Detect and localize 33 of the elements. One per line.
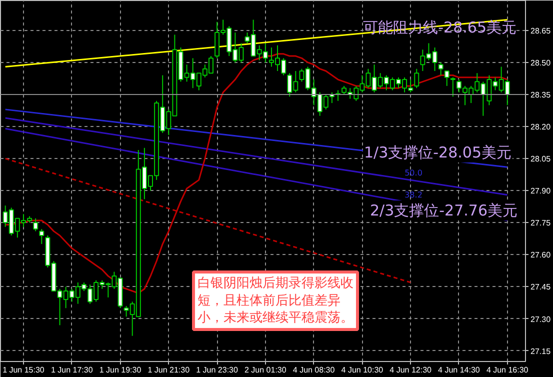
x-tick-label: 2 Jun 01:30	[244, 366, 287, 374]
x-tick-label: 1 Jun 21:30	[148, 366, 190, 374]
y-tick-label: 28.05	[530, 154, 552, 164]
candlestick	[438, 62, 444, 76]
x-tick-label: 4 Jun 14:30	[438, 366, 480, 374]
y-tick-label: 28.35	[530, 90, 552, 100]
candlestick	[39, 228, 44, 245]
y-tick-label: 28.20	[530, 122, 552, 132]
x-tick-label: 4 Jun 16:30	[486, 366, 529, 374]
y-tick-label: 27.30	[530, 314, 552, 324]
y-tick-label: 27.60	[530, 250, 552, 260]
annotation: 白银阴阳烛后期录得影线收短，且柱体前后比值差异小，未来或继续平稳震荡。	[198, 276, 354, 326]
y-tick-label: 27.75	[530, 218, 552, 228]
x-tick-label: 4 Jun 10:30	[341, 366, 384, 374]
y-tick-label: 27.90	[530, 186, 552, 196]
x-tick-label: 4 Jun 12:30	[390, 366, 432, 374]
x-tick-label: 1 Jun 17:30	[50, 366, 94, 374]
candlestick	[414, 68, 420, 89]
x-tick-label: 1 Jun 23:30	[196, 366, 238, 374]
annotation: 38.2	[404, 190, 422, 200]
y-tick-label: 27.45	[530, 282, 552, 292]
x-tick-label: 1 Jun 15:30	[2, 366, 45, 374]
y-tick-label: 27.15	[530, 346, 552, 356]
annotation: 2/3支撑位-27.76美元	[370, 202, 518, 220]
candlestick	[450, 76, 456, 98]
x-tick-label: 1 Jun 19:30	[99, 366, 142, 374]
x-tick-label: 4 Jun 08:30	[292, 366, 336, 374]
y-tick-label: 28.50	[530, 58, 552, 68]
candlestick	[444, 70, 450, 86]
y-tick-label: 28.65	[530, 26, 552, 36]
annotation: 1/3支撑位-28.05美元	[364, 144, 512, 162]
candlestick	[33, 218, 38, 232]
annotation: 50.0	[404, 168, 422, 178]
